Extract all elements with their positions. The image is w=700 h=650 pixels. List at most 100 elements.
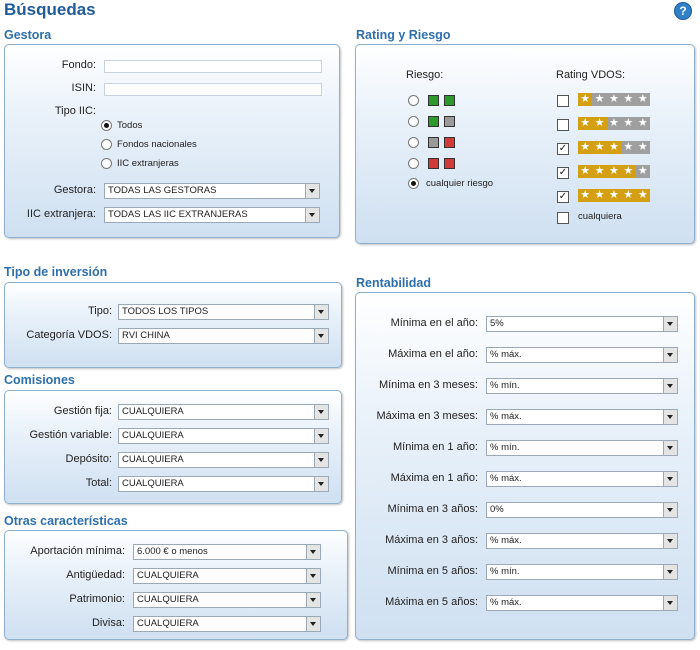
- otras-select-1[interactable]: CUALQUIERA: [133, 568, 321, 584]
- star-rating-1: ★ ★ ★ ★ ★: [578, 93, 650, 106]
- risk-radio-3[interactable]: [408, 137, 419, 148]
- rating-vdos-label: Rating VDOS:: [556, 69, 626, 81]
- chevron-down-icon: [305, 208, 319, 222]
- star-icon: ★: [592, 165, 607, 178]
- star-icon: ★: [637, 141, 648, 153]
- star-icon: ★: [637, 165, 648, 177]
- risk-radio-1[interactable]: [408, 95, 419, 106]
- rating-checkbox-any[interactable]: [557, 212, 569, 224]
- gestora-panel: Fondo: ISIN: Tipo IIC: Todos Fondos naci…: [4, 44, 340, 238]
- chevron-down-icon: [306, 569, 320, 583]
- risk-square: [428, 137, 439, 148]
- rating-checkbox-3[interactable]: ✓: [557, 143, 569, 155]
- risk-square: [428, 116, 439, 127]
- otras-panel: Aportación mínima: 6.000 € o menos Antigüe…: [4, 530, 348, 640]
- tipo-select[interactable]: TODOS LOS TIPOS: [118, 304, 329, 320]
- tipo-inversion-panel: Tipo: TODOS LOS TIPOS Categoría VDOS: RV…: [4, 282, 342, 368]
- rentabilidad-select-5[interactable]: % máx.: [486, 471, 678, 487]
- risk-square: [444, 116, 455, 127]
- chevron-down-icon: [663, 441, 677, 455]
- rentabilidad-select-9[interactable]: % máx.: [486, 595, 678, 611]
- tipo-inversion-title: Tipo de inversión: [4, 265, 108, 279]
- comision-label-0: Gestión fija:: [53, 405, 112, 417]
- rentabilidad-select-value-3: % máx.: [490, 411, 522, 422]
- risk-radio-2[interactable]: [408, 116, 419, 127]
- chevron-down-icon: [663, 534, 677, 548]
- risk-radio-4[interactable]: [408, 158, 419, 169]
- rentabilidad-select-value-7: % máx.: [490, 535, 522, 546]
- star-icon: ★: [578, 189, 593, 202]
- comision-label-3: Total:: [85, 477, 112, 489]
- chevron-down-icon: [663, 317, 677, 331]
- radio-iic-extranjeras-label: IIC extranjeras: [117, 158, 179, 169]
- rentabilidad-select-6[interactable]: 0%: [486, 502, 678, 518]
- rating-checkbox-5[interactable]: ✓: [557, 191, 569, 203]
- chevron-down-icon: [663, 596, 677, 610]
- rentabilidad-select-4[interactable]: % mín.: [486, 440, 678, 456]
- rentabilidad-select-value-8: % mín.: [490, 566, 520, 577]
- rentabilidad-select-3[interactable]: % máx.: [486, 409, 678, 425]
- iic-extranjera-select[interactable]: TODAS LAS IIC EXTRANJERAS: [104, 207, 320, 223]
- rating-title: Rating y Riesgo: [356, 28, 451, 42]
- isin-label: ISIN:: [71, 82, 96, 94]
- rentabilidad-select-value-2: % mín.: [490, 380, 520, 391]
- star-icon: ★: [637, 93, 648, 105]
- gestora-select[interactable]: TODAS LAS GESTORAS: [104, 183, 320, 199]
- rating-checkbox-2[interactable]: [557, 119, 569, 131]
- rentabilidad-select-value-6: 0%: [490, 504, 504, 515]
- comision-select-2[interactable]: CUALQUIERA: [118, 452, 329, 468]
- star-icon: ★: [621, 189, 636, 202]
- gestora-label: Gestora:: [53, 184, 96, 196]
- comision-select-1[interactable]: CUALQUIERA: [118, 428, 329, 444]
- otras-label-0: Aportación mínima:: [30, 545, 125, 557]
- star-rating-5: ★ ★ ★ ★ ★: [578, 189, 650, 202]
- chevron-down-icon: [305, 184, 319, 198]
- rating-checkbox-4[interactable]: ✓: [557, 167, 569, 179]
- radio-todos[interactable]: [101, 120, 112, 131]
- rentabilidad-label-1: Máxima en el año:: [388, 348, 478, 360]
- comision-select-value-2: CUALQUIERA: [122, 454, 184, 465]
- otras-select-3[interactable]: CUALQUIERA: [133, 616, 321, 632]
- star-icon: ★: [623, 93, 634, 105]
- otras-select-0[interactable]: 6.000 € o menos: [133, 544, 321, 560]
- rentabilidad-label-8: Mínima en 5 años:: [387, 565, 479, 577]
- star-icon: ★: [594, 93, 605, 105]
- comision-select-value-3: CUALQUIERA: [122, 478, 184, 489]
- risk-radio-any[interactable]: [408, 178, 419, 189]
- otras-select-2[interactable]: CUALQUIERA: [133, 592, 321, 608]
- rentabilidad-select-value-1: % máx.: [490, 349, 522, 360]
- chevron-down-icon: [663, 379, 677, 393]
- tipo-select-value: TODOS LOS TIPOS: [122, 306, 209, 317]
- star-icon: ★: [578, 165, 593, 178]
- star-icon: ★: [623, 117, 634, 129]
- star-icon: ★: [592, 117, 607, 130]
- chevron-down-icon: [663, 565, 677, 579]
- help-icon[interactable]: ?: [674, 2, 692, 20]
- radio-fondos-nacionales[interactable]: [101, 139, 112, 150]
- fondo-input[interactable]: [104, 60, 322, 73]
- tipo-iic-label: Tipo IIC:: [54, 105, 96, 117]
- chevron-down-icon: [306, 545, 320, 559]
- chevron-down-icon: [314, 477, 328, 491]
- categoria-select[interactable]: RVI CHINA: [118, 328, 329, 344]
- rentabilidad-select-2[interactable]: % mín.: [486, 378, 678, 394]
- comision-select-0[interactable]: CUALQUIERA: [118, 404, 329, 420]
- vdos-any-label: cualquiera: [578, 211, 622, 222]
- chevron-down-icon: [314, 405, 328, 419]
- rentabilidad-select-8[interactable]: % mín.: [486, 564, 678, 580]
- otras-select-value-1: CUALQUIERA: [137, 570, 199, 581]
- comision-select-3[interactable]: CUALQUIERA: [118, 476, 329, 492]
- star-icon: ★: [606, 141, 622, 154]
- rentabilidad-label-2: Mínima en 3 meses:: [378, 379, 478, 391]
- rentabilidad-select-7[interactable]: % máx.: [486, 533, 678, 549]
- radio-todos-label: Todos: [117, 120, 143, 131]
- rentabilidad-select-1[interactable]: % máx.: [486, 347, 678, 363]
- rentabilidad-select-value-5: % máx.: [490, 473, 522, 484]
- isin-input[interactable]: [104, 83, 322, 96]
- rentabilidad-select-0[interactable]: 5%: [486, 316, 678, 332]
- gestora-select-value: TODAS LAS GESTORAS: [108, 185, 217, 196]
- otras-select-value-2: CUALQUIERA: [137, 594, 199, 605]
- chevron-down-icon: [314, 329, 328, 343]
- radio-iic-extranjeras[interactable]: [101, 158, 112, 169]
- rating-checkbox-1[interactable]: [557, 95, 569, 107]
